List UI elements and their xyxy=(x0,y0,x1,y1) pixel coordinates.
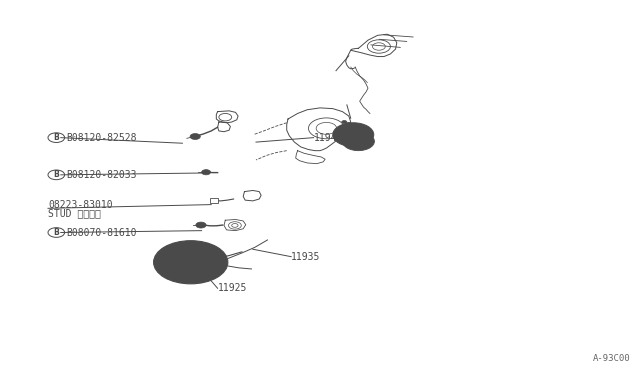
Circle shape xyxy=(188,260,194,264)
Text: B: B xyxy=(54,170,59,179)
Polygon shape xyxy=(351,34,397,57)
Polygon shape xyxy=(218,122,230,132)
Polygon shape xyxy=(287,108,351,151)
Circle shape xyxy=(202,170,211,175)
Polygon shape xyxy=(243,190,261,201)
Circle shape xyxy=(342,132,374,151)
Circle shape xyxy=(174,253,207,272)
Text: STUD スタッド: STUD スタッド xyxy=(48,208,101,218)
Polygon shape xyxy=(224,219,246,231)
Circle shape xyxy=(342,121,347,124)
Text: B08120-82528: B08120-82528 xyxy=(66,133,136,142)
Circle shape xyxy=(333,123,374,147)
FancyBboxPatch shape xyxy=(210,198,218,203)
Text: 11935: 11935 xyxy=(291,252,321,262)
Text: 11940: 11940 xyxy=(314,133,343,142)
Polygon shape xyxy=(216,111,238,123)
Polygon shape xyxy=(296,151,325,164)
Circle shape xyxy=(347,122,351,125)
Circle shape xyxy=(190,134,200,140)
Text: 11925: 11925 xyxy=(218,283,247,293)
Text: B: B xyxy=(54,228,59,237)
Text: A-93C00: A-93C00 xyxy=(593,354,630,363)
Circle shape xyxy=(196,222,206,228)
Text: B08120-82033: B08120-82033 xyxy=(66,170,136,180)
Text: 08223-83010: 08223-83010 xyxy=(48,201,113,210)
Circle shape xyxy=(154,241,228,284)
Text: B08070-81610: B08070-81610 xyxy=(66,228,136,237)
Text: B: B xyxy=(54,133,59,142)
